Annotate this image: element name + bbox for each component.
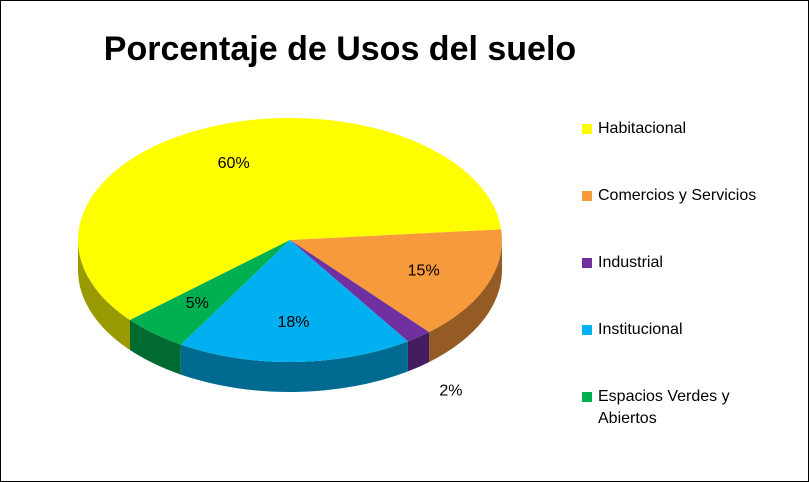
data-label: 18% (278, 314, 310, 331)
slice (290, 240, 430, 342)
legend-label: Habitacional (598, 120, 687, 137)
legend-item: Habitacional (582, 118, 783, 140)
legend-item: Comercios y Servicios (582, 185, 783, 207)
slice-side (180, 341, 408, 392)
data-label: 15% (408, 262, 440, 279)
legend-item: Institucional (582, 319, 783, 341)
data-label: 5% (186, 295, 209, 312)
pie-sides (78, 240, 502, 392)
legend-item: Industrial (582, 252, 783, 274)
legend-label: Comercios y Servicios (598, 187, 757, 204)
slice-side (78, 240, 131, 351)
slice (180, 240, 408, 362)
legend-swatch (582, 191, 592, 201)
legend-label: Espacios Verdes y Abiertos (598, 388, 730, 427)
slice (130, 240, 290, 345)
legend-label: Institucional (598, 321, 683, 338)
legend-label: Industrial (598, 254, 663, 271)
data-label: 2% (439, 382, 462, 399)
slice (290, 229, 502, 333)
slice-side (429, 240, 502, 363)
legend-swatch (582, 392, 592, 402)
legend-item: Espacios Verdes y Abiertos (582, 386, 783, 430)
slice-side (130, 320, 181, 375)
legend-swatch (582, 258, 592, 268)
legend-swatch (582, 325, 592, 335)
slice (78, 117, 502, 321)
chart-title: Porcentaje de Usos del suelo (104, 30, 576, 68)
legend-swatch (582, 124, 592, 134)
pie-tops (78, 117, 502, 362)
slice-side (407, 332, 430, 372)
data-label: 60% (218, 155, 250, 172)
